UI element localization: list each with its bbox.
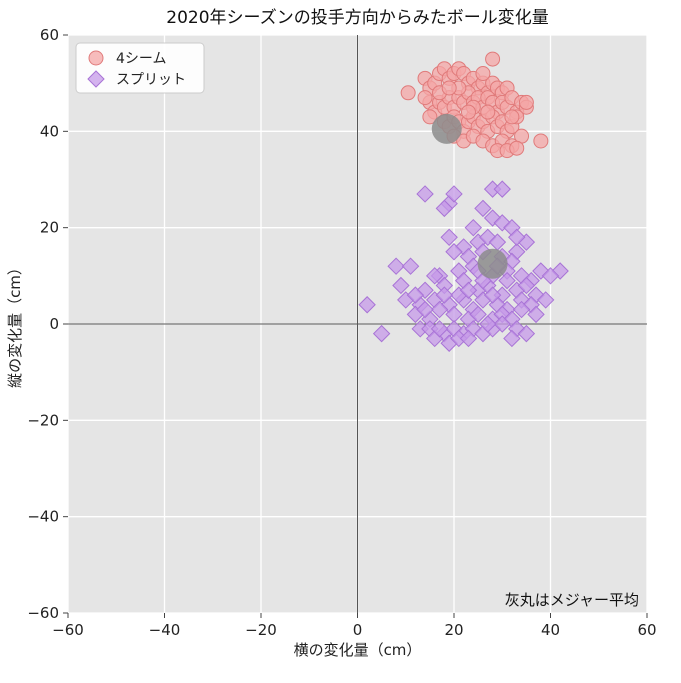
data-point-split [508, 228, 526, 247]
data-point-split [479, 315, 497, 333]
data-point-4seam [509, 140, 525, 156]
data-point-4seam [441, 80, 457, 96]
data-point-4seam [460, 104, 476, 120]
x-tick-label: 0 [353, 621, 363, 639]
data-point-split [536, 291, 555, 309]
x-tick-label: 40 [541, 621, 560, 639]
data-point-4seam [485, 51, 501, 67]
data-point-split [358, 296, 376, 314]
x-tick-label: 20 [444, 621, 463, 639]
data-point-split [517, 276, 536, 295]
data-point-split [430, 300, 449, 319]
data-point-4seam [504, 109, 520, 125]
legend-marker-split [87, 70, 105, 88]
y-tick-label: −60 [27, 604, 59, 622]
legend-label-split: スプリット [116, 72, 186, 88]
data-point-split [392, 276, 410, 295]
data-point-4seam [417, 90, 433, 106]
x-tick-label: −20 [245, 621, 277, 639]
data-point-split [541, 267, 560, 285]
legend-label-4seam: 4シーム [116, 51, 167, 67]
data-point-split [503, 329, 521, 348]
mlb-average-marker [431, 113, 462, 144]
data-point-split [493, 315, 511, 333]
data-point-split [459, 329, 478, 348]
data-point-split [445, 243, 463, 261]
data-point-split [425, 267, 444, 285]
data-point-split [512, 300, 531, 319]
data-point-4seam [533, 133, 549, 149]
annotation-note: 灰丸はメジャー平均 [505, 591, 639, 609]
y-axis-label: 縦の変化量（cm） [6, 260, 24, 388]
data-point-split [416, 185, 434, 203]
legend-box [75, 42, 205, 94]
data-point-split [440, 228, 458, 247]
x-tick-label: −40 [149, 621, 181, 639]
data-point-split [435, 286, 454, 304]
data-point-4seam [400, 85, 416, 101]
data-point-split [387, 257, 405, 275]
data-point-split [430, 320, 449, 338]
x-tick-label: 60 [637, 621, 656, 639]
y-tick-label: −20 [27, 411, 59, 429]
y-tick-label: −40 [27, 508, 59, 526]
data-point-split [372, 324, 391, 343]
data-point-4seam [475, 66, 491, 82]
y-tick-label: 40 [40, 122, 59, 140]
data-point-split [406, 286, 425, 304]
data-point-split [445, 185, 463, 203]
data-point-4seam [518, 94, 534, 110]
data-point-split [474, 199, 492, 218]
y-tick-label: 0 [49, 315, 59, 333]
data-point-split [493, 180, 511, 198]
data-point-split [483, 286, 502, 304]
data-point-split [435, 199, 454, 218]
data-point-split [401, 257, 420, 275]
data-point-split [459, 281, 478, 299]
data-point-split [517, 324, 536, 343]
data-point-split [464, 218, 483, 237]
data-point-split [416, 300, 434, 319]
x-tick-label: −60 [52, 621, 84, 639]
legend-marker-4seam [88, 50, 104, 66]
chart-title: 2020年シーズンの投手方向からみたボール変化量 [166, 8, 548, 28]
y-tick-label: 20 [40, 219, 59, 237]
data-point-split [469, 305, 487, 324]
x-axis-label: 横の変化量（cm） [294, 641, 422, 659]
data-point-split [527, 305, 545, 324]
data-point-4seam [422, 109, 438, 125]
data-point-split [498, 271, 516, 290]
y-tick-label: 60 [40, 26, 59, 44]
mlb-average-marker [477, 248, 508, 279]
data-point-4seam [480, 104, 496, 120]
